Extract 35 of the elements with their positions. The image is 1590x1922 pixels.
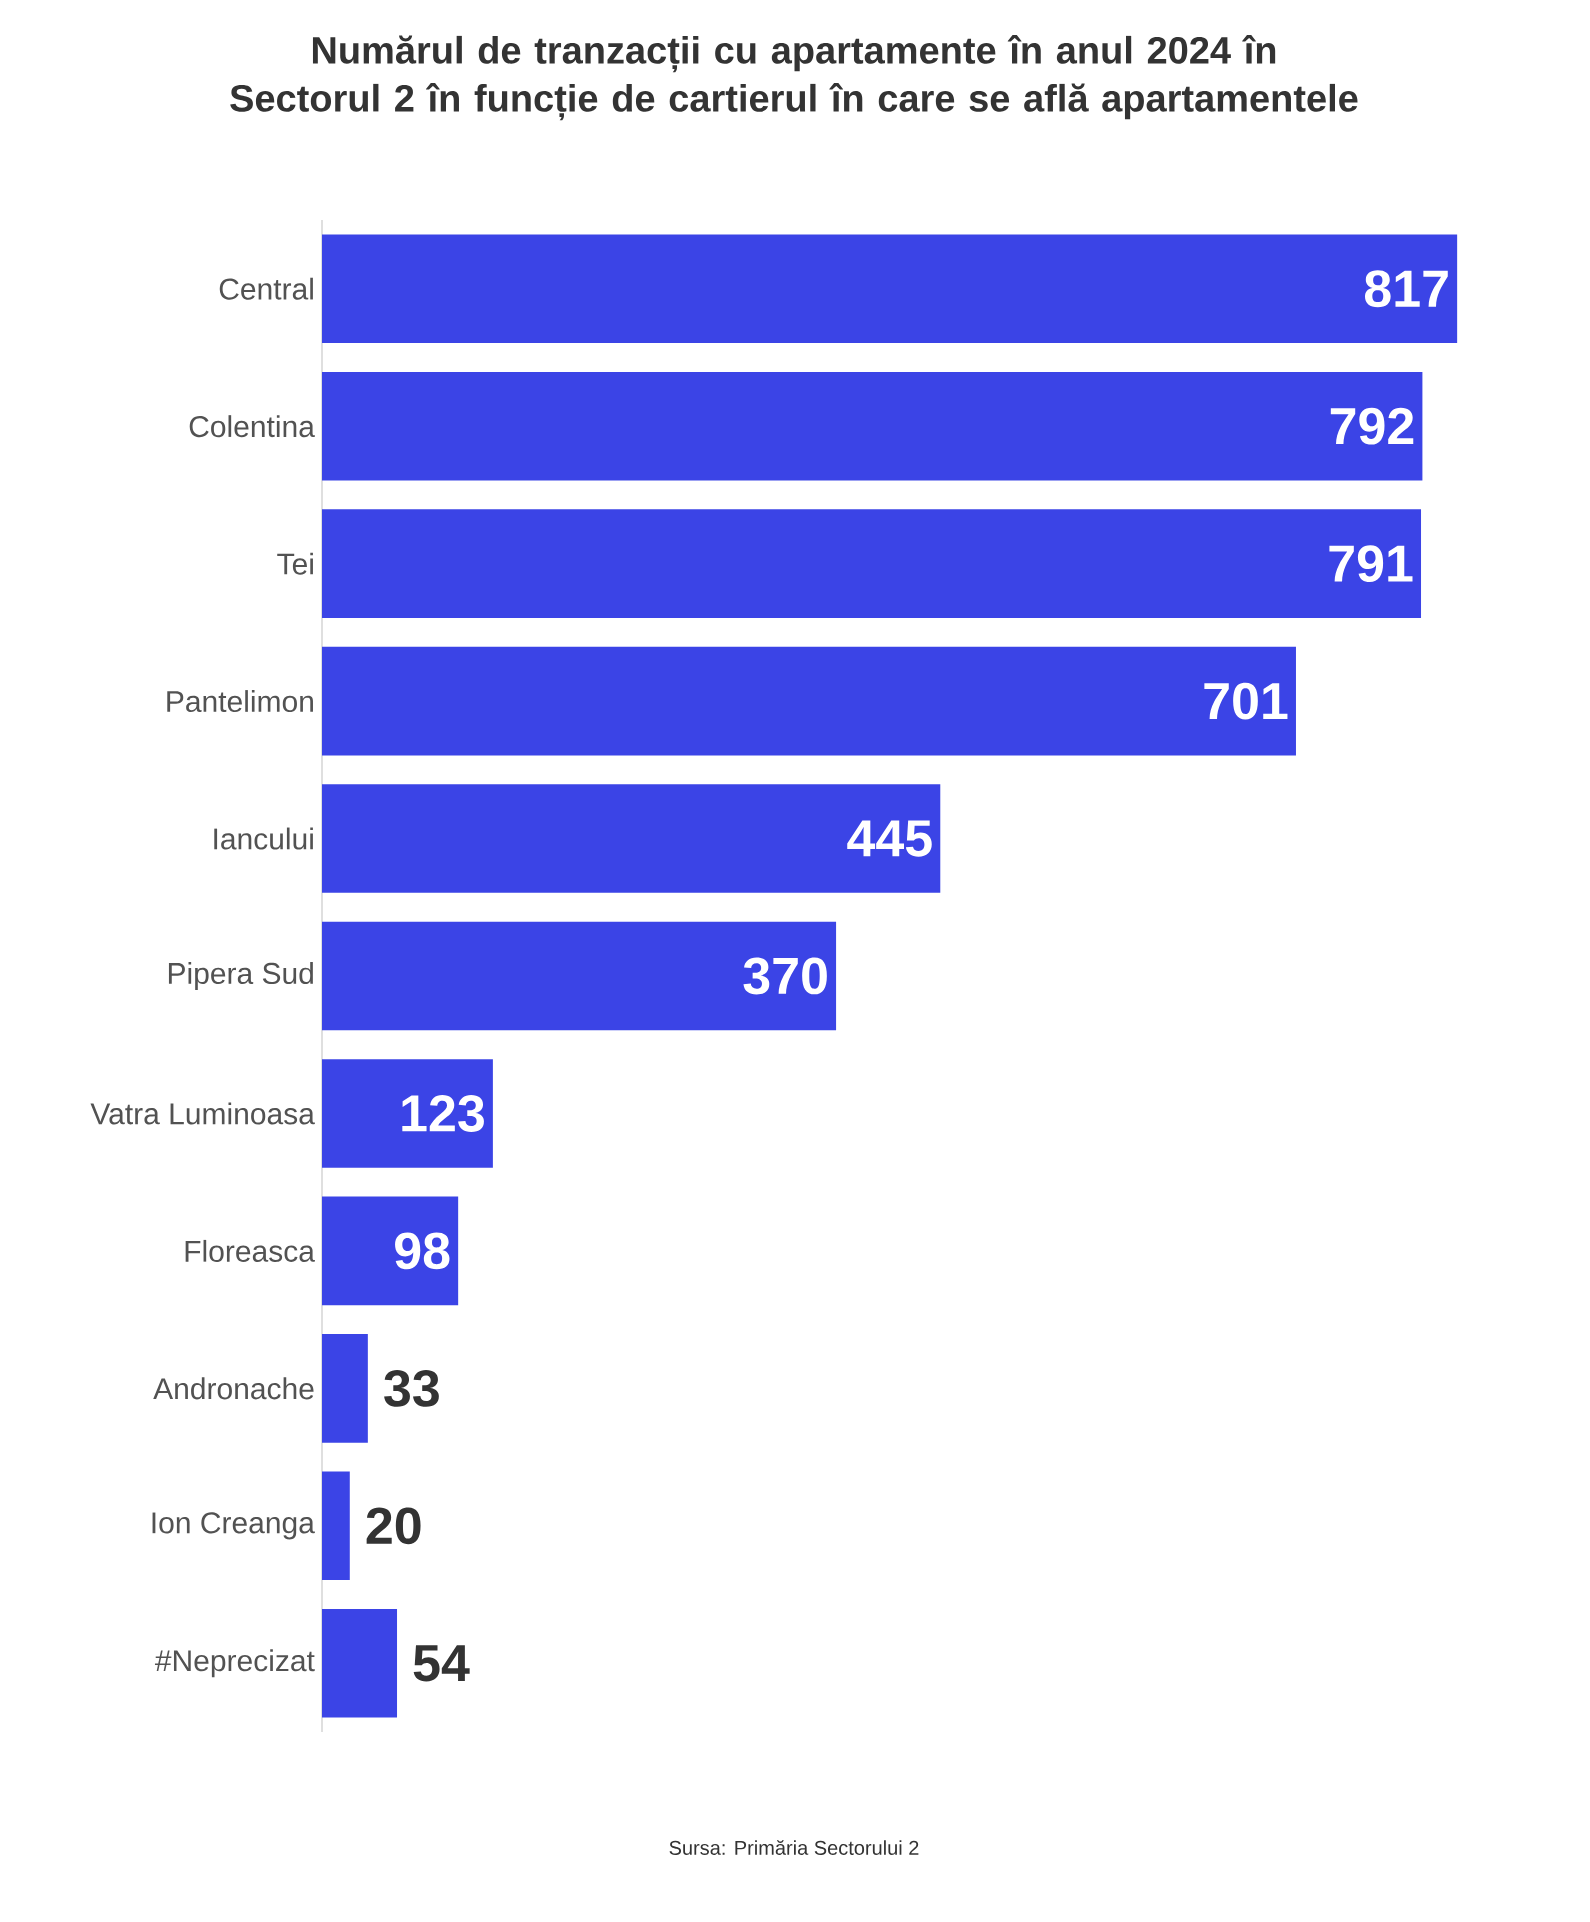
data-label: 370 <box>743 957 827 995</box>
y-tick-label: Pantelimon <box>167 690 313 713</box>
bar <box>322 1471 350 1581</box>
bar <box>322 1608 398 1718</box>
y-tick-label: Ion Creanga <box>152 1512 315 1540</box>
text: Sursa: Primăria Sectorului 2 <box>669 1839 919 1855</box>
bar <box>322 371 1423 481</box>
bar <box>322 784 941 893</box>
y-tick-label: Colentina <box>189 415 315 438</box>
bar <box>322 1059 493 1168</box>
bar <box>322 646 1296 756</box>
y-tick-label: Iancului <box>214 827 313 850</box>
y-tick-label: Andronache <box>153 1377 314 1400</box>
data-label: 123 <box>402 1095 484 1132</box>
y-tick-label: #Neprecizat <box>154 1649 315 1678</box>
data-label: 98 <box>395 1232 450 1270</box>
data-label: 701 <box>1204 682 1288 720</box>
chart-title: Numărul de tranzacții cu apartamente în anul 2024 în Sectorul 2 în funcție de cartierul în care se află apartamentele <box>230 35 1358 121</box>
bar <box>322 509 1422 618</box>
y-tick-label: Vatra Luminoasa <box>90 1102 315 1125</box>
data-label: 791 <box>1329 545 1413 583</box>
bar <box>322 921 837 1031</box>
data-label: 54 <box>413 1645 470 1682</box>
bar <box>322 234 1458 344</box>
y-tick-label: Tei <box>277 552 313 575</box>
y-tick-label: Central <box>219 277 313 300</box>
data-label: 20 <box>366 1507 421 1545</box>
y-tick-label: Floreasca <box>185 1239 315 1262</box>
data-label: 445 <box>847 820 932 857</box>
data-label: 792 <box>1330 407 1414 445</box>
y-tick-label: Pipera Sud <box>168 962 313 990</box>
bar <box>322 1196 459 1306</box>
bar <box>322 1334 368 1443</box>
data-label: 33 <box>384 1369 439 1407</box>
data-label: 817 <box>1364 270 1448 308</box>
